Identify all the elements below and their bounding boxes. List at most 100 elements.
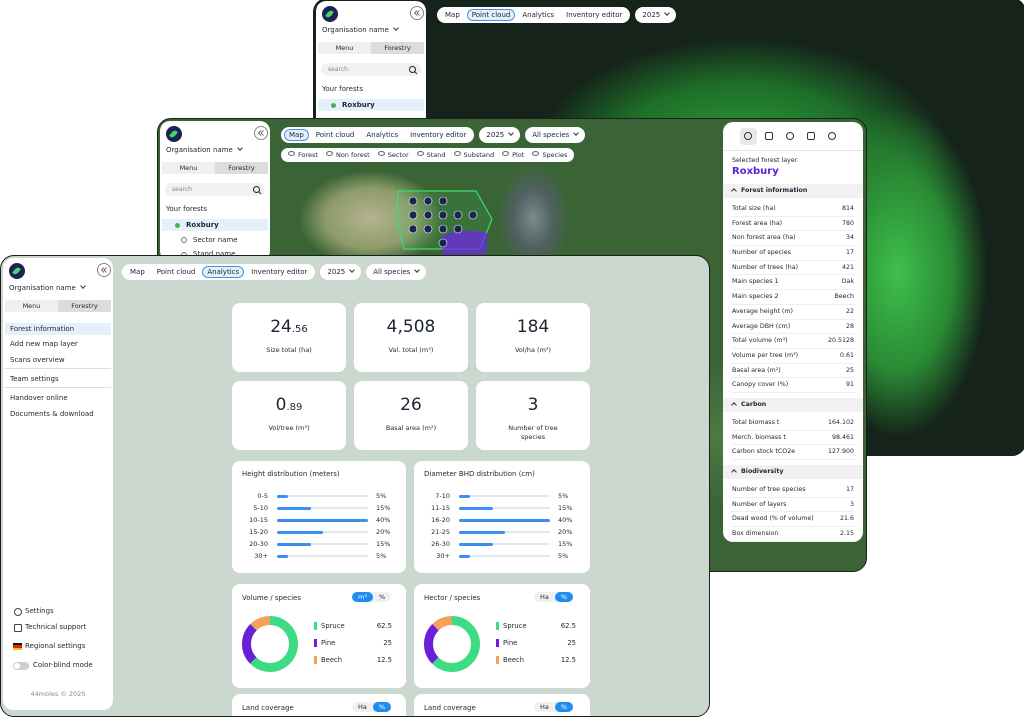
forest-row[interactable]: Sector name [162, 234, 268, 246]
forest-row[interactable]: Roxbury [318, 99, 424, 111]
stat-label: Vol/tree (m³) [259, 424, 319, 433]
menu-item[interactable]: Scans overview [5, 354, 111, 366]
sidebar-tab[interactable]: Forestry [58, 300, 111, 312]
collapse-button[interactable] [97, 263, 111, 277]
stat-value: 184 [476, 317, 590, 337]
search-box[interactable]: search [321, 63, 421, 76]
bar [459, 495, 470, 498]
nav-tab[interactable]: Point cloud [467, 9, 516, 21]
nav-tab[interactable]: Map [125, 266, 150, 278]
layer-toggle[interactable]: Non forest [323, 150, 373, 160]
nav-tab[interactable]: Analytics [517, 9, 559, 21]
panel-icon[interactable] [740, 128, 757, 145]
organisation-name[interactable]: Organisation name [9, 284, 85, 292]
sidebar-tab[interactable]: Forestry [371, 42, 424, 54]
info-label: Dead wood (% of volume) [732, 512, 814, 526]
layer-toggle[interactable]: Substand [451, 150, 498, 160]
unit-option[interactable]: Ha [534, 702, 555, 712]
unit-option[interactable]: Ha [534, 592, 555, 602]
panel-icon[interactable] [803, 128, 820, 145]
section-header[interactable]: Biodiversity [723, 465, 863, 479]
nav-tab[interactable]: Map [284, 129, 309, 141]
sidebar-footer: 44moles © 2025 [3, 690, 113, 698]
menu-item[interactable]: Handover online [5, 392, 111, 404]
nav-tab[interactable]: Analytics [202, 266, 244, 278]
nav-tab[interactable]: Inventory editor [561, 9, 627, 21]
layer-toggle[interactable]: Forest [285, 150, 321, 160]
menu-item[interactable]: Team settings [5, 373, 111, 385]
layer-toggle[interactable]: Sector [375, 150, 412, 160]
info-label: Main species 1 [732, 275, 779, 289]
panel-icon[interactable] [761, 128, 778, 145]
menu-item[interactable]: Documents & download [5, 408, 111, 420]
unit-option[interactable]: % [555, 702, 573, 712]
layer-toggle[interactable]: Species [529, 150, 570, 160]
menu-divider [5, 387, 111, 388]
nav-tab[interactable]: Point cloud [311, 129, 360, 141]
forest-row[interactable]: Roxbury [162, 219, 268, 231]
panel-icon[interactable] [782, 128, 799, 145]
unit-option[interactable]: % [555, 592, 573, 602]
settings-item[interactable]: Color-blind mode [33, 661, 93, 669]
legend-value: 12.5 [561, 656, 576, 664]
search-box[interactable]: search [165, 183, 265, 196]
menu-item[interactable]: Forest information [5, 323, 111, 335]
settings-item[interactable]: Settings [25, 607, 54, 615]
logo [9, 263, 25, 279]
unit-option[interactable]: % [373, 702, 391, 712]
legend-value: 25 [383, 639, 392, 647]
sidebar-tab[interactable]: Menu [162, 162, 215, 174]
unit-option[interactable]: Ha [352, 702, 373, 712]
info-value: 0.61 [840, 349, 854, 363]
info-value: 2.15 [840, 527, 854, 541]
unit-option[interactable]: % [373, 592, 391, 602]
section-header[interactable]: Forest information [723, 184, 863, 198]
sidebar-tab[interactable]: Menu [318, 42, 371, 54]
species-area [441, 231, 488, 255]
nav-tab[interactable]: Analytics [361, 129, 403, 141]
collapse-button[interactable] [254, 126, 268, 140]
collapse-button[interactable] [410, 6, 424, 20]
sidebar-tab[interactable]: Forestry [215, 162, 268, 174]
section-header[interactable]: Carbon [723, 398, 863, 412]
layer-toggle[interactable]: Stand [414, 150, 449, 160]
legend-swatch [496, 622, 499, 630]
year-select[interactable]: 2025 [479, 127, 520, 143]
nav-tab[interactable]: Point cloud [152, 266, 201, 278]
species-select[interactable]: All species [366, 264, 426, 280]
organisation-name[interactable]: Organisation name [166, 146, 242, 154]
layer-toggle[interactable]: Plot [499, 150, 527, 160]
bar-track [459, 555, 550, 557]
legend-name: Pine [503, 639, 517, 647]
nav-tab[interactable]: Inventory editor [405, 129, 471, 141]
nav-tab[interactable]: Map [440, 9, 465, 21]
species-select[interactable]: All species [525, 127, 585, 143]
info-value: 780 [842, 217, 854, 231]
legend-name: Beech [503, 656, 524, 664]
settings-item[interactable]: Technical support [25, 623, 86, 631]
sidebar-tab[interactable]: Menu [5, 300, 58, 312]
settings-item[interactable]: Regional settings [25, 642, 85, 650]
unit-option[interactable]: m³ [352, 592, 373, 602]
legend-swatch [496, 656, 499, 664]
info-label: Number of trees (ha) [732, 261, 798, 275]
info-row: Non forest area (ha)34 [731, 231, 855, 246]
toggle-switch[interactable] [13, 662, 29, 670]
year-select[interactable]: 2025 [320, 264, 361, 280]
organisation-name[interactable]: Organisation name [322, 26, 398, 34]
nav-tab[interactable]: Inventory editor [246, 266, 312, 278]
panel-icon[interactable] [824, 128, 841, 145]
category-label: 30+ [232, 552, 268, 560]
menu-item[interactable]: Add new map layer [5, 338, 111, 350]
year-select[interactable]: 2025 [635, 7, 676, 23]
